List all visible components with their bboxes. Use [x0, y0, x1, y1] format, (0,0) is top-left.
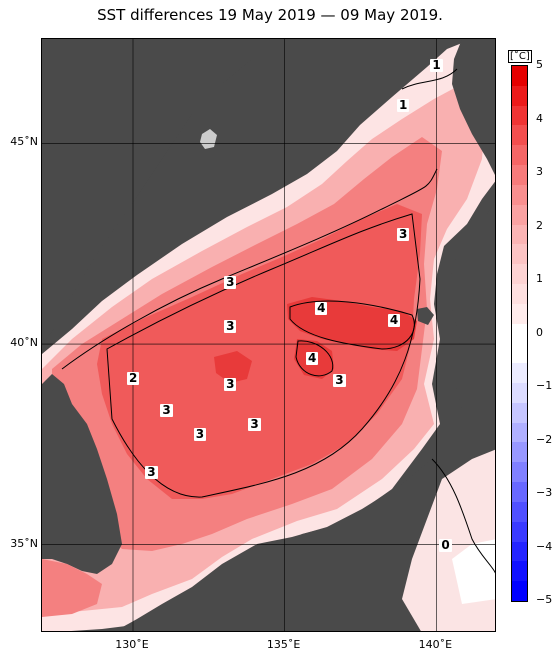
hokkaido-land	[452, 39, 495, 175]
contour-value-label: 3	[193, 427, 207, 442]
colorbar-cell	[512, 541, 527, 562]
contour-value-label: 3	[248, 417, 261, 432]
colorbar-unit: [˚C]	[508, 50, 532, 63]
colorbar-tick-label: 3	[536, 165, 543, 178]
colorbar-cell	[512, 323, 527, 344]
latitude-label: 35˚N	[10, 536, 38, 550]
latitude-label: 45˚N	[10, 135, 38, 149]
pacific-neutral	[452, 539, 495, 604]
contour-line-0deg	[431, 458, 495, 574]
latitude-label: 40˚N	[10, 336, 38, 350]
longitude-label: 135˚E	[266, 638, 301, 651]
colorbar-cell	[512, 224, 527, 245]
contour-line-3deg	[106, 213, 421, 498]
contour-value-label: 3	[333, 373, 346, 388]
colorbar-cell	[512, 343, 527, 364]
contour-value-label: 4	[315, 300, 328, 315]
colorbar-cell	[512, 264, 527, 285]
longitude-label: 140˚E	[418, 638, 453, 651]
korea-peninsula-land	[42, 374, 122, 574]
contour-line-4deg-north	[289, 300, 415, 350]
colorbar-cell	[512, 303, 527, 325]
colorbar-cell	[512, 125, 527, 146]
longitude-label: 130˚E	[115, 638, 149, 651]
colorbar-cell	[512, 521, 527, 543]
colorbar-cell	[512, 482, 527, 503]
contour-value-label: 3	[396, 226, 410, 241]
contour-value-label: 1	[396, 98, 410, 113]
contour-value-label: 3	[224, 318, 237, 333]
strait-warm	[42, 559, 102, 617]
colorbar-cell	[512, 145, 527, 166]
contour-value-label: 0	[439, 537, 452, 552]
sakhalin-lake-island	[200, 129, 217, 149]
colorbar-cell	[512, 442, 527, 463]
contour-line-2deg	[61, 168, 438, 370]
continent-land	[42, 39, 262, 344]
colorbar-cell	[512, 363, 527, 384]
contour-value-label: 4	[387, 312, 401, 327]
colorbar-cell	[512, 184, 527, 206]
colorbar-cell	[512, 462, 527, 483]
contour-value-label: 3	[145, 465, 158, 480]
colorbar-cell	[512, 165, 527, 186]
colorbar-cell	[512, 501, 527, 523]
colorbar-tick-label: −5	[536, 593, 553, 606]
colorbar-cell	[512, 383, 527, 404]
contour-value-label: 4	[305, 351, 319, 366]
colorbar-cell	[512, 85, 527, 107]
sea-strong-zone	[97, 204, 422, 499]
colorbar-tick-label: 0	[536, 325, 543, 339]
colorbar-tick-label: −1	[536, 379, 553, 392]
colorbar-tick-label: −2	[536, 432, 553, 446]
colorbar-cell	[512, 581, 527, 601]
colorbar-tick-label: 1	[536, 272, 543, 285]
colorbar-tick-label: 2	[536, 218, 543, 232]
sst-difference-field	[42, 39, 495, 631]
colorbar-cell	[512, 105, 527, 127]
contour-value-label: 3	[160, 403, 173, 418]
contour-value-label: 3	[224, 377, 237, 392]
colorbar	[511, 65, 528, 602]
colorbar-cell	[512, 561, 527, 582]
colorbar-cell	[512, 402, 527, 424]
sst-map	[41, 38, 496, 632]
contour-value-label: 3	[224, 274, 237, 289]
sea-deep-patch-west	[214, 351, 252, 383]
colorbar-tick-label: 4	[536, 111, 543, 125]
graticule	[42, 39, 495, 631]
colorbar-cell	[512, 283, 527, 305]
colorbar-tick-label: −3	[536, 486, 553, 499]
colorbar-cell	[512, 422, 527, 444]
contour-line-1deg	[401, 68, 458, 90]
colorbar-cell	[512, 66, 527, 87]
japan-land	[115, 202, 495, 631]
colorbar-cell	[512, 204, 527, 226]
colorbar-tick-label: −4	[536, 539, 553, 553]
colorbar-tick-label: 5	[536, 58, 543, 71]
sado-island	[417, 307, 434, 325]
contour-value-label: 1	[430, 58, 443, 73]
contour-value-label: 2	[127, 371, 140, 386]
colorbar-cell	[512, 244, 527, 265]
map-title: SST differences 19 May 2019 — 09 May 201…	[97, 6, 443, 24]
